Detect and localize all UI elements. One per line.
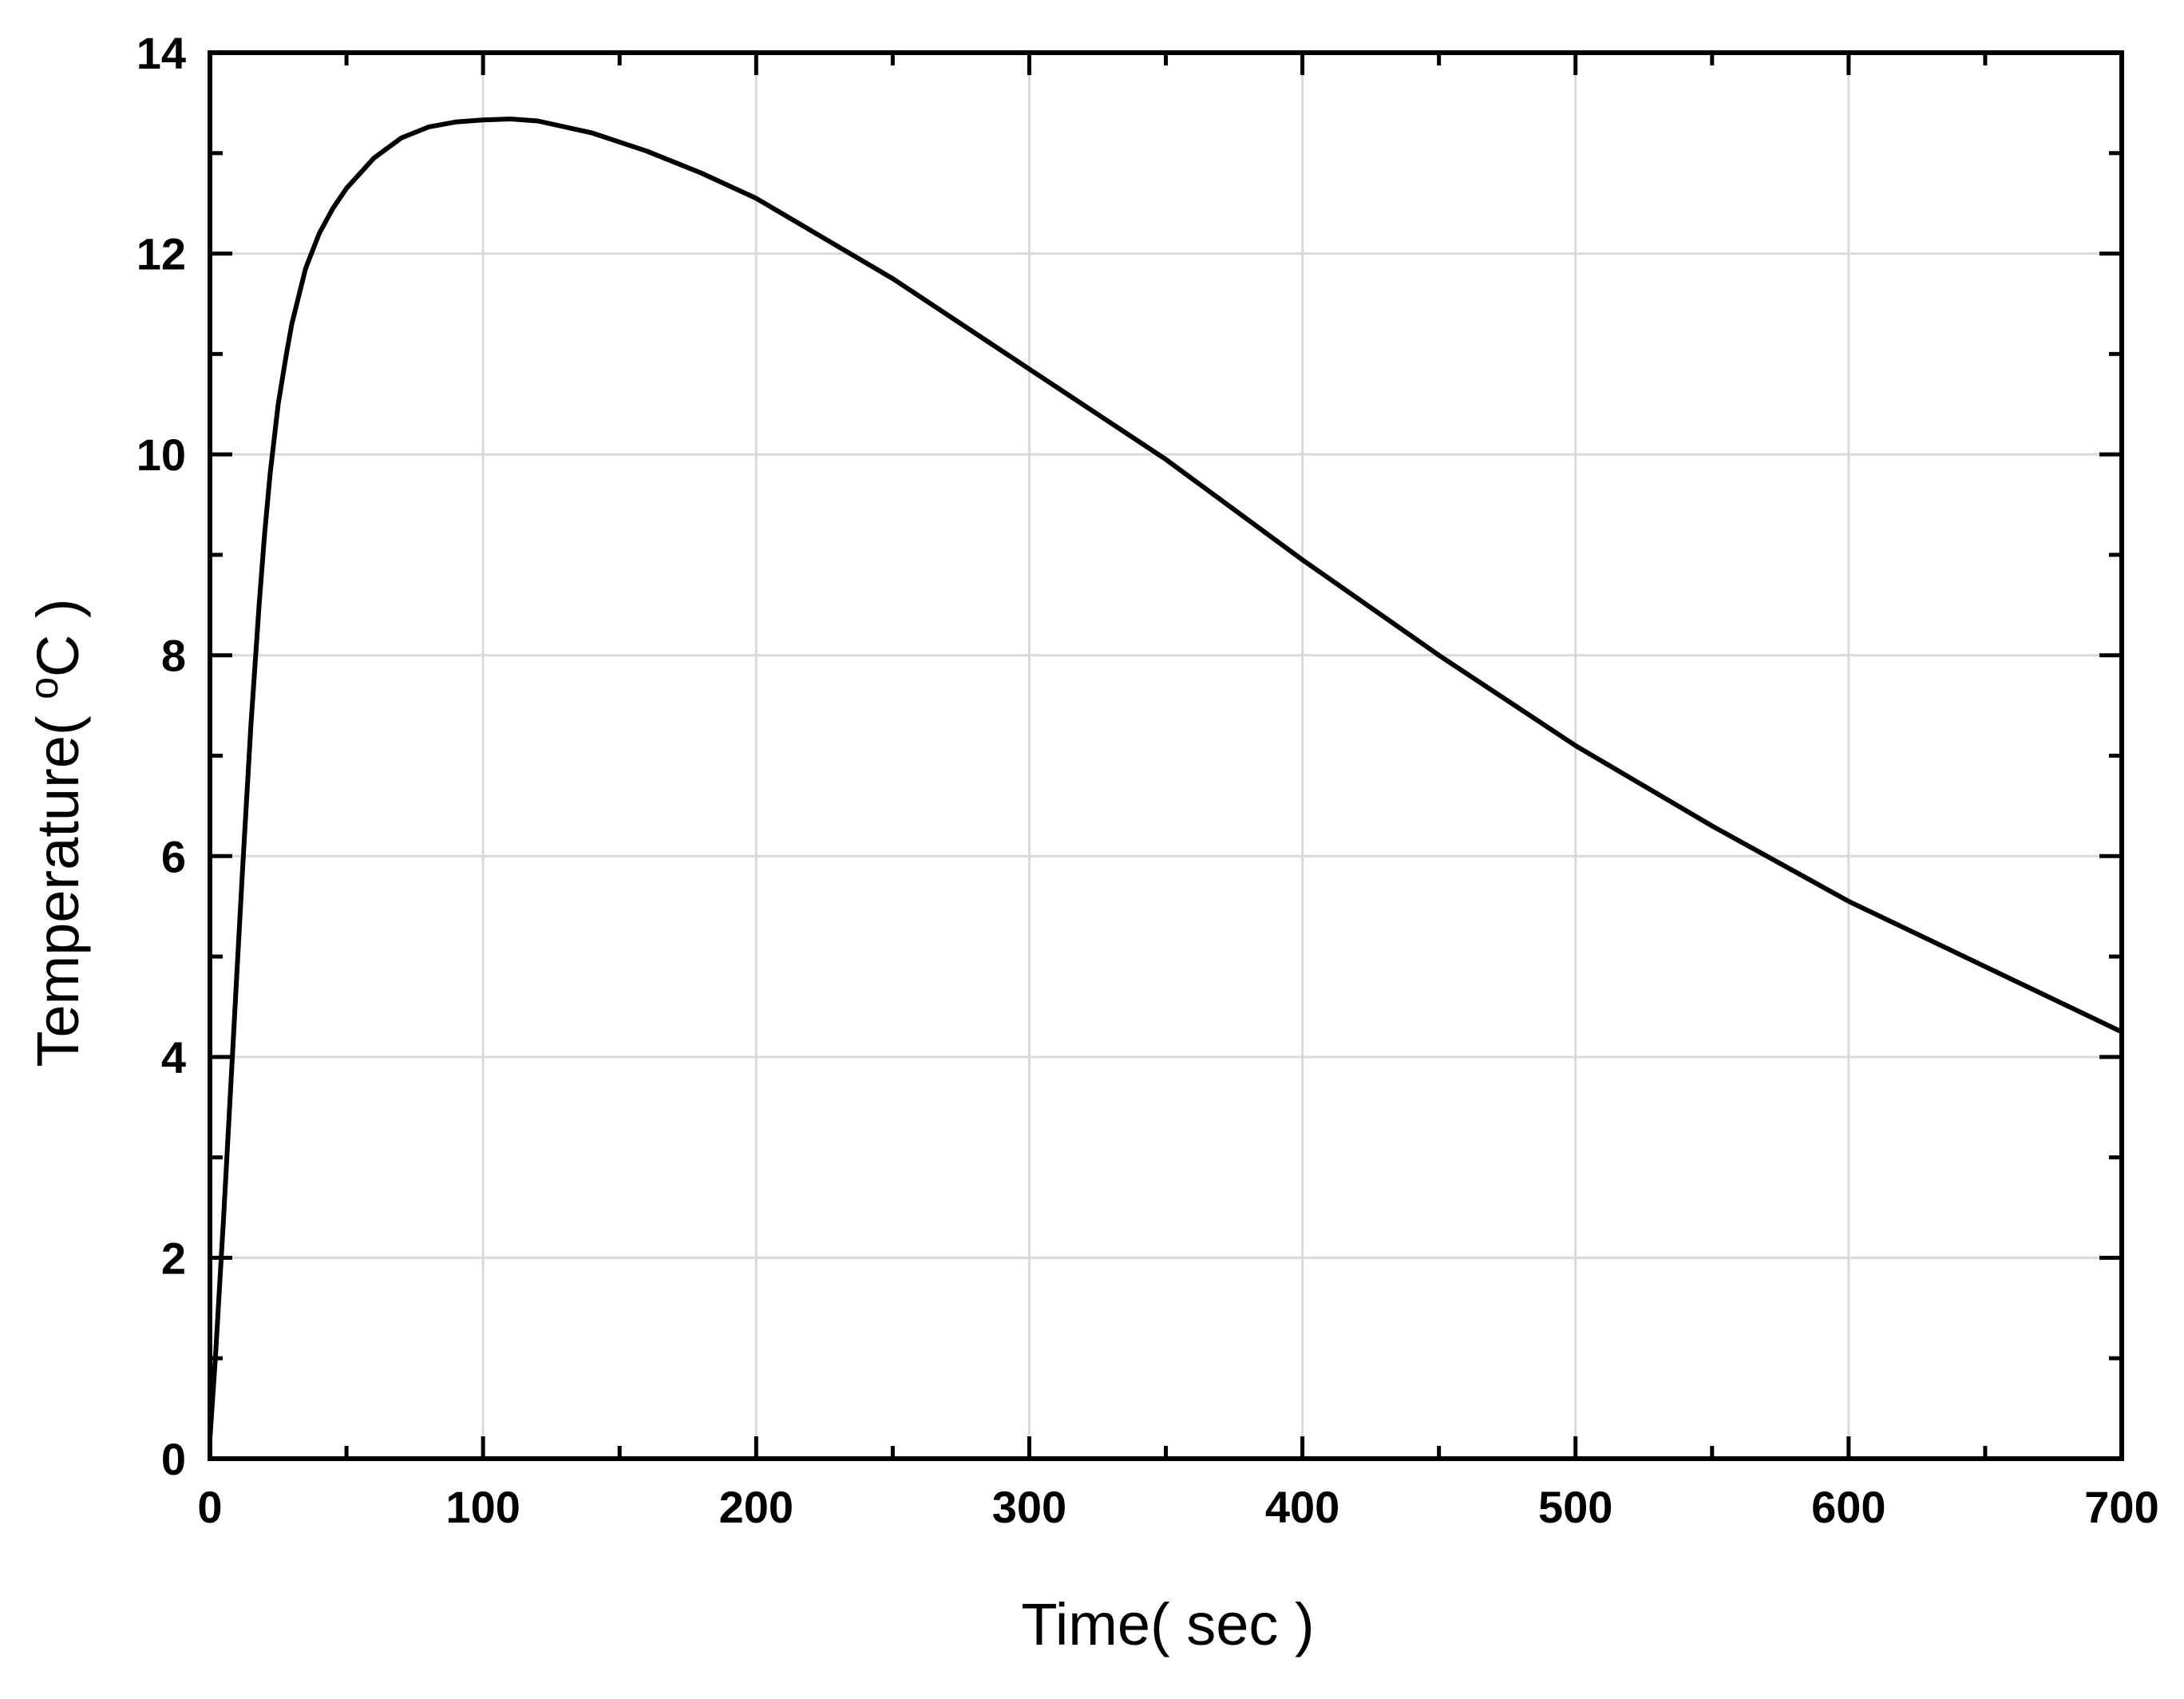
y-tick-label: 12 <box>136 229 186 279</box>
x-tick-label: 400 <box>1265 1482 1339 1532</box>
x-tick-label: 0 <box>197 1482 222 1532</box>
y-tick-label: 8 <box>161 631 186 681</box>
y-tick-label: 14 <box>136 28 186 78</box>
y-tick-label: 2 <box>161 1233 186 1283</box>
x-tick-label: 300 <box>992 1482 1066 1532</box>
y-tick-label: 4 <box>161 1032 186 1083</box>
y-axis-title-prefix: Temperature( <box>25 699 91 1067</box>
tick-layer <box>208 50 2124 1461</box>
series-line <box>208 117 2124 1441</box>
y-axis-title: Temperature( oC ) <box>22 598 91 1067</box>
plot-frame <box>208 50 2124 1461</box>
x-tick-label: 700 <box>2084 1482 2158 1532</box>
frame-layer <box>208 50 2124 1461</box>
data-layer <box>208 117 2124 1441</box>
y-axis-title-unit-sup: o <box>22 677 66 699</box>
label-layer: 0 100 200 300 400 500 600 700 0 2 4 6 8 10 12 14 <box>136 28 2159 1532</box>
x-axis-title: Time( sec ) <box>1021 1591 1314 1657</box>
x-tick-label: 100 <box>445 1482 520 1532</box>
y-tick-label: 0 <box>161 1434 186 1484</box>
x-tick-label: 200 <box>719 1482 793 1532</box>
y-tick-label: 10 <box>136 430 186 480</box>
grid-layer <box>210 53 2122 1459</box>
y-axis-title-suffix: C ) <box>25 598 91 677</box>
x-tick-label: 500 <box>1538 1482 1612 1532</box>
y-tick-label: 6 <box>161 831 186 881</box>
x-tick-label: 600 <box>1811 1482 1885 1532</box>
